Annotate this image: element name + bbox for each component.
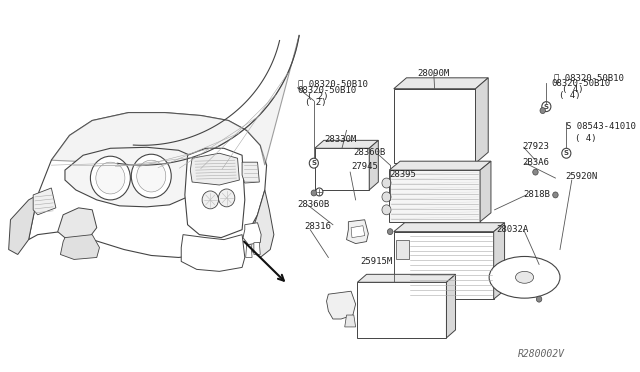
Text: ( 4): ( 4) — [562, 85, 583, 94]
Circle shape — [137, 160, 166, 192]
Polygon shape — [243, 223, 261, 244]
Circle shape — [218, 189, 235, 207]
Circle shape — [540, 108, 545, 113]
Polygon shape — [33, 188, 56, 215]
Text: 28330M: 28330M — [324, 135, 357, 144]
Polygon shape — [254, 243, 260, 254]
Text: 08320-50B10: 08320-50B10 — [298, 86, 356, 95]
Polygon shape — [29, 113, 267, 257]
Text: 28360B: 28360B — [354, 148, 386, 157]
Polygon shape — [315, 148, 369, 190]
Polygon shape — [60, 235, 99, 259]
Text: 28360B: 28360B — [298, 200, 330, 209]
Polygon shape — [185, 148, 245, 238]
Text: Ⓢ 08320-50B10: Ⓢ 08320-50B10 — [554, 73, 623, 82]
Text: S: S — [311, 160, 316, 166]
Circle shape — [90, 156, 131, 200]
Polygon shape — [447, 274, 456, 338]
Text: 27923: 27923 — [523, 142, 550, 151]
Polygon shape — [389, 161, 491, 170]
Polygon shape — [351, 226, 365, 238]
Text: S: S — [544, 103, 549, 110]
Polygon shape — [369, 140, 378, 190]
Polygon shape — [357, 282, 447, 338]
Circle shape — [382, 178, 391, 188]
Polygon shape — [394, 89, 476, 163]
Circle shape — [202, 191, 218, 209]
Circle shape — [309, 158, 318, 168]
Text: 25920N: 25920N — [565, 172, 598, 181]
Polygon shape — [242, 162, 259, 183]
Circle shape — [382, 205, 391, 215]
Text: 08320-50B10: 08320-50B10 — [552, 79, 611, 88]
Text: 28316: 28316 — [304, 222, 331, 231]
Polygon shape — [246, 190, 274, 257]
Polygon shape — [246, 244, 252, 257]
Text: ( 4): ( 4) — [575, 134, 597, 143]
Polygon shape — [51, 35, 299, 165]
Text: ( 4): ( 4) — [559, 91, 580, 100]
Polygon shape — [357, 274, 456, 282]
Polygon shape — [394, 78, 488, 89]
Polygon shape — [346, 220, 369, 244]
Circle shape — [382, 192, 391, 202]
Text: Ⓢ 08320-50B10: Ⓢ 08320-50B10 — [298, 80, 368, 89]
Circle shape — [532, 169, 538, 175]
Text: 27945: 27945 — [351, 162, 378, 171]
Ellipse shape — [489, 256, 560, 298]
FancyBboxPatch shape — [396, 240, 409, 259]
Circle shape — [536, 296, 542, 302]
Polygon shape — [9, 195, 38, 254]
Polygon shape — [326, 291, 356, 319]
Polygon shape — [394, 232, 493, 299]
Text: 2B3A6: 2B3A6 — [523, 158, 550, 167]
Circle shape — [553, 192, 558, 198]
Text: 25915M: 25915M — [360, 257, 392, 266]
Text: S 08543-41010: S 08543-41010 — [566, 122, 636, 131]
Text: 28395: 28395 — [389, 170, 416, 179]
Circle shape — [96, 162, 125, 194]
Polygon shape — [389, 170, 480, 222]
Circle shape — [542, 102, 551, 112]
Polygon shape — [480, 161, 491, 222]
Polygon shape — [181, 235, 245, 271]
Polygon shape — [345, 315, 356, 327]
Circle shape — [311, 190, 317, 196]
Polygon shape — [315, 140, 378, 148]
Polygon shape — [476, 78, 488, 163]
Text: 2818B: 2818B — [524, 190, 550, 199]
Polygon shape — [65, 147, 203, 207]
Polygon shape — [493, 223, 504, 299]
Text: R280002V: R280002V — [518, 349, 564, 359]
Ellipse shape — [515, 271, 534, 283]
Text: 28090M: 28090M — [417, 69, 450, 78]
Circle shape — [562, 148, 571, 158]
Polygon shape — [190, 153, 239, 185]
Text: ( 2): ( 2) — [307, 92, 328, 101]
Text: ( 2): ( 2) — [305, 98, 326, 107]
Text: S: S — [564, 150, 569, 156]
Circle shape — [387, 229, 393, 235]
Polygon shape — [58, 208, 97, 241]
Text: 28032A: 28032A — [497, 225, 529, 234]
Circle shape — [316, 188, 323, 196]
Polygon shape — [394, 223, 504, 232]
Circle shape — [131, 154, 172, 198]
